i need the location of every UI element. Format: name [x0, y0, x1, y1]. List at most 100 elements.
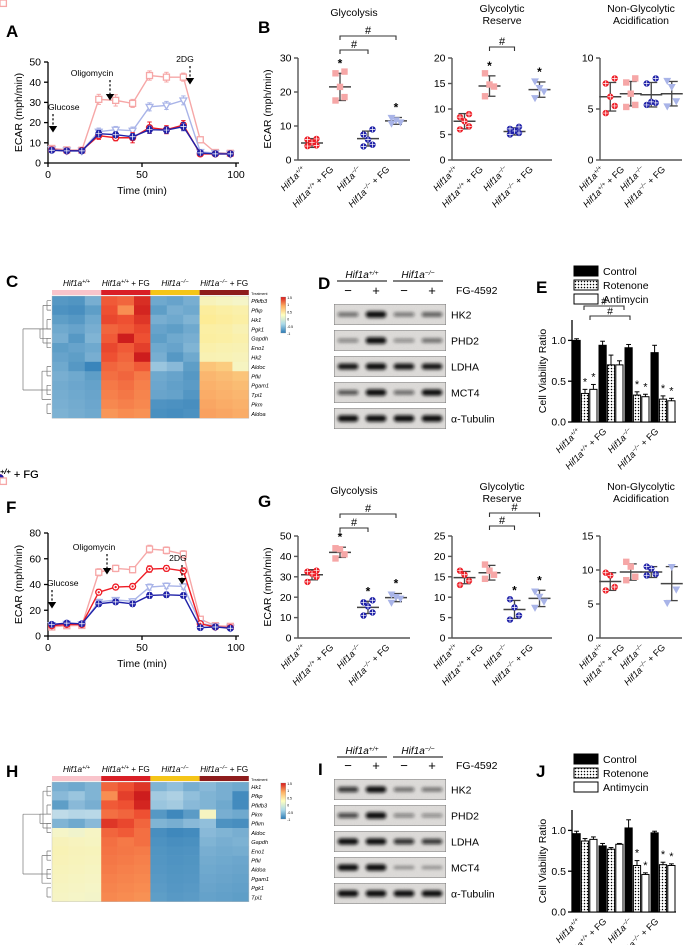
- heatmap-cell: [166, 892, 184, 902]
- svg-text:60: 60: [29, 553, 41, 565]
- svg-text:2DG: 2DG: [169, 553, 187, 563]
- heatmap-cell: [199, 837, 217, 847]
- heatmap-cell: [52, 864, 69, 875]
- blot-band: [337, 390, 359, 395]
- heatmap-cell: [68, 343, 86, 353]
- heatmap-cell: [84, 782, 102, 792]
- heatmap-cell: [216, 809, 233, 820]
- svg-text:α-Tubulin: α-Tubulin: [451, 889, 495, 901]
- heatmap-cell: [68, 371, 86, 381]
- bar: [641, 396, 650, 423]
- svg-text:50: 50: [136, 642, 148, 654]
- heatmap-cell: [52, 408, 69, 419]
- svg-text:Hif1a+/+: Hif1a+/+: [345, 746, 378, 758]
- panel-label-c: C: [6, 272, 19, 291]
- heatmap-cell: [52, 314, 69, 325]
- blot-band: [393, 890, 415, 897]
- blot-band: [365, 311, 387, 318]
- heatmap-cell: [68, 324, 86, 334]
- heatmap-cell: [117, 390, 135, 400]
- svg-text:*: *: [635, 848, 640, 860]
- heatmap-cell: [216, 791, 233, 801]
- blot-band: [365, 363, 387, 370]
- blot-band: [337, 786, 359, 793]
- svg-text:Eno1: Eno1: [251, 849, 264, 855]
- panel-f-ecar-timecourse: +/+ −/− +/+ + FG −/− + FG 0 20 40 60 80 0 50 100 Tim…: [0, 467, 252, 670]
- heatmap-cell: [68, 305, 86, 316]
- heatmap-cell: [183, 800, 200, 810]
- svg-text:50: 50: [280, 531, 292, 543]
- heatmap-cell: [183, 883, 200, 893]
- svg-text:MCT4: MCT4: [451, 388, 480, 400]
- svg-text:+/+: +/+: [0, 467, 11, 476]
- heatmap-cell: [117, 828, 135, 838]
- svg-text:Antimycin: Antimycin: [603, 294, 649, 306]
- panel-label-f: F: [6, 498, 17, 517]
- svg-text:Hif1a+/+: Hif1a+/+: [63, 279, 91, 288]
- blot-band: [393, 415, 415, 422]
- heatmap-cell: [183, 782, 200, 792]
- svg-text:Tpi1: Tpi1: [251, 895, 262, 901]
- svg-text:+: +: [428, 283, 436, 298]
- panel-h-heatmap: Hif1a+/+ Hif1a+/+ + FG Hif1a−/− Hif1a−/− + …: [0, 752, 310, 932]
- heatmap-cell: [84, 800, 102, 810]
- heatmap-cell: [150, 846, 168, 856]
- bar: [658, 398, 668, 423]
- svg-text:30: 30: [29, 97, 41, 109]
- svg-text:Acidification: Acidification: [613, 15, 669, 27]
- svg-text:*: *: [512, 583, 517, 597]
- heatmap-cell: [199, 782, 217, 792]
- heatmap-cell: [68, 800, 86, 810]
- heatmap-cell: [101, 809, 118, 820]
- heatmap-cell: [166, 305, 184, 316]
- heatmap-cell: [150, 399, 168, 410]
- svg-text:Eno1: Eno1: [251, 346, 264, 352]
- svg-text:+: +: [372, 283, 380, 298]
- heatmap-cell: [52, 818, 69, 829]
- svg-text:Control: Control: [603, 266, 637, 278]
- heatmap-cell: [52, 352, 69, 363]
- svg-text:Glucose: Glucose: [47, 578, 79, 588]
- heatmap-cell: [232, 828, 250, 838]
- heatmap-cell: [84, 314, 102, 325]
- svg-text:+: +: [428, 758, 436, 773]
- heatmap-cell: [183, 314, 200, 325]
- heatmap-cell: [150, 892, 168, 902]
- blot-band: [337, 838, 359, 845]
- group-color-bar: [101, 776, 151, 781]
- blot-band: [393, 338, 415, 343]
- blot-band: [421, 865, 443, 870]
- svg-text:Hif1a+/+: Hif1a+/+: [63, 765, 91, 774]
- heatmap-cell: [52, 324, 69, 334]
- heatmap-cell: [150, 305, 168, 316]
- heatmap-cell: [166, 296, 184, 306]
- blot-band: [393, 312, 415, 317]
- heatmap-cell: [232, 837, 250, 847]
- svg-text:*: *: [338, 530, 343, 544]
- svg-text:Pfkm: Pfkm: [251, 822, 264, 828]
- heatmap-cell: [84, 305, 102, 316]
- heatmap-cell: [84, 864, 102, 875]
- svg-text:Glycolysis: Glycolysis: [330, 7, 377, 19]
- svg-text:Aldoc: Aldoc: [250, 831, 265, 837]
- heatmap-cell: [216, 314, 233, 325]
- panel-a-ecar-timecourse: +/+−/−+/+ + FG−/− + FG01020304050050100T…: [0, 0, 252, 200]
- heatmap-cell: [232, 324, 250, 334]
- svg-text:−: −: [400, 283, 408, 298]
- heatmap-cell: [150, 864, 168, 875]
- svg-text:0.0: 0.0: [551, 907, 566, 919]
- group-color-bar: [52, 290, 102, 295]
- blot-band: [393, 838, 415, 845]
- heatmap-cell: [84, 818, 102, 829]
- heatmap-cell: [117, 371, 135, 381]
- heatmap-cell: [134, 343, 151, 353]
- heatmap-cell: [183, 855, 200, 866]
- heatmap-cell: [134, 791, 151, 801]
- heatmap-cell: [199, 828, 217, 838]
- heatmap-cell: [84, 361, 102, 372]
- series-line: [51, 548, 231, 628]
- heatmap-cell: [232, 371, 250, 381]
- heatmap-cell: [166, 352, 184, 363]
- group-color-bar: [52, 776, 102, 781]
